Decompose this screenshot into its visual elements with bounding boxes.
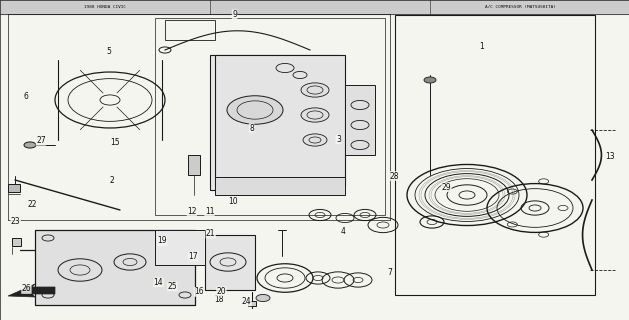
Bar	[155, 18, 385, 215]
Bar	[205, 235, 255, 290]
Circle shape	[424, 77, 436, 83]
Text: 17: 17	[188, 252, 198, 261]
Text: 27: 27	[36, 136, 46, 145]
Text: 1: 1	[479, 42, 484, 51]
Text: 16: 16	[194, 287, 204, 296]
Text: 28: 28	[389, 172, 399, 180]
Text: FR: FR	[25, 287, 35, 292]
Circle shape	[227, 96, 283, 124]
Text: 29: 29	[442, 183, 452, 192]
Text: 3: 3	[336, 135, 341, 144]
Polygon shape	[8, 284, 55, 297]
Circle shape	[303, 134, 327, 146]
Text: A/C COMPRESSOR (MATSUSHITA): A/C COMPRESSOR (MATSUSHITA)	[484, 5, 555, 9]
Bar	[210, 55, 340, 190]
Circle shape	[301, 108, 329, 122]
Text: 25: 25	[167, 282, 177, 291]
Text: 1988 HONDA CIVIC: 1988 HONDA CIVIC	[84, 5, 126, 9]
Text: 22: 22	[28, 200, 38, 209]
Text: 24: 24	[242, 297, 252, 306]
Text: 5: 5	[106, 47, 111, 56]
Text: 8: 8	[249, 124, 254, 132]
Bar	[12, 238, 21, 246]
Bar	[345, 85, 375, 155]
Text: 18: 18	[214, 295, 224, 304]
Circle shape	[301, 83, 329, 97]
Circle shape	[24, 142, 36, 148]
Text: 26: 26	[21, 284, 31, 293]
Text: 7: 7	[387, 268, 392, 277]
Text: 13: 13	[605, 152, 615, 161]
Text: 19: 19	[157, 236, 167, 245]
Text: 12: 12	[187, 207, 197, 216]
Bar	[35, 230, 195, 305]
Bar	[8, 184, 20, 192]
Text: 23: 23	[11, 217, 21, 226]
Text: 20: 20	[216, 287, 226, 296]
Text: 9: 9	[232, 10, 237, 19]
Text: 14: 14	[153, 278, 164, 287]
Text: 10: 10	[228, 197, 238, 206]
Bar	[188, 155, 200, 175]
Text: 4: 4	[340, 228, 345, 236]
Text: 15: 15	[110, 138, 120, 147]
Text: 2: 2	[109, 176, 114, 185]
Text: 11: 11	[204, 207, 214, 216]
Bar	[165, 20, 215, 40]
Circle shape	[256, 294, 270, 301]
Bar	[215, 177, 345, 195]
Bar	[215, 55, 345, 185]
Text: 21: 21	[206, 229, 216, 238]
Bar	[155, 230, 205, 265]
Bar	[248, 301, 256, 306]
Text: 6: 6	[24, 92, 29, 100]
Bar	[395, 15, 595, 295]
